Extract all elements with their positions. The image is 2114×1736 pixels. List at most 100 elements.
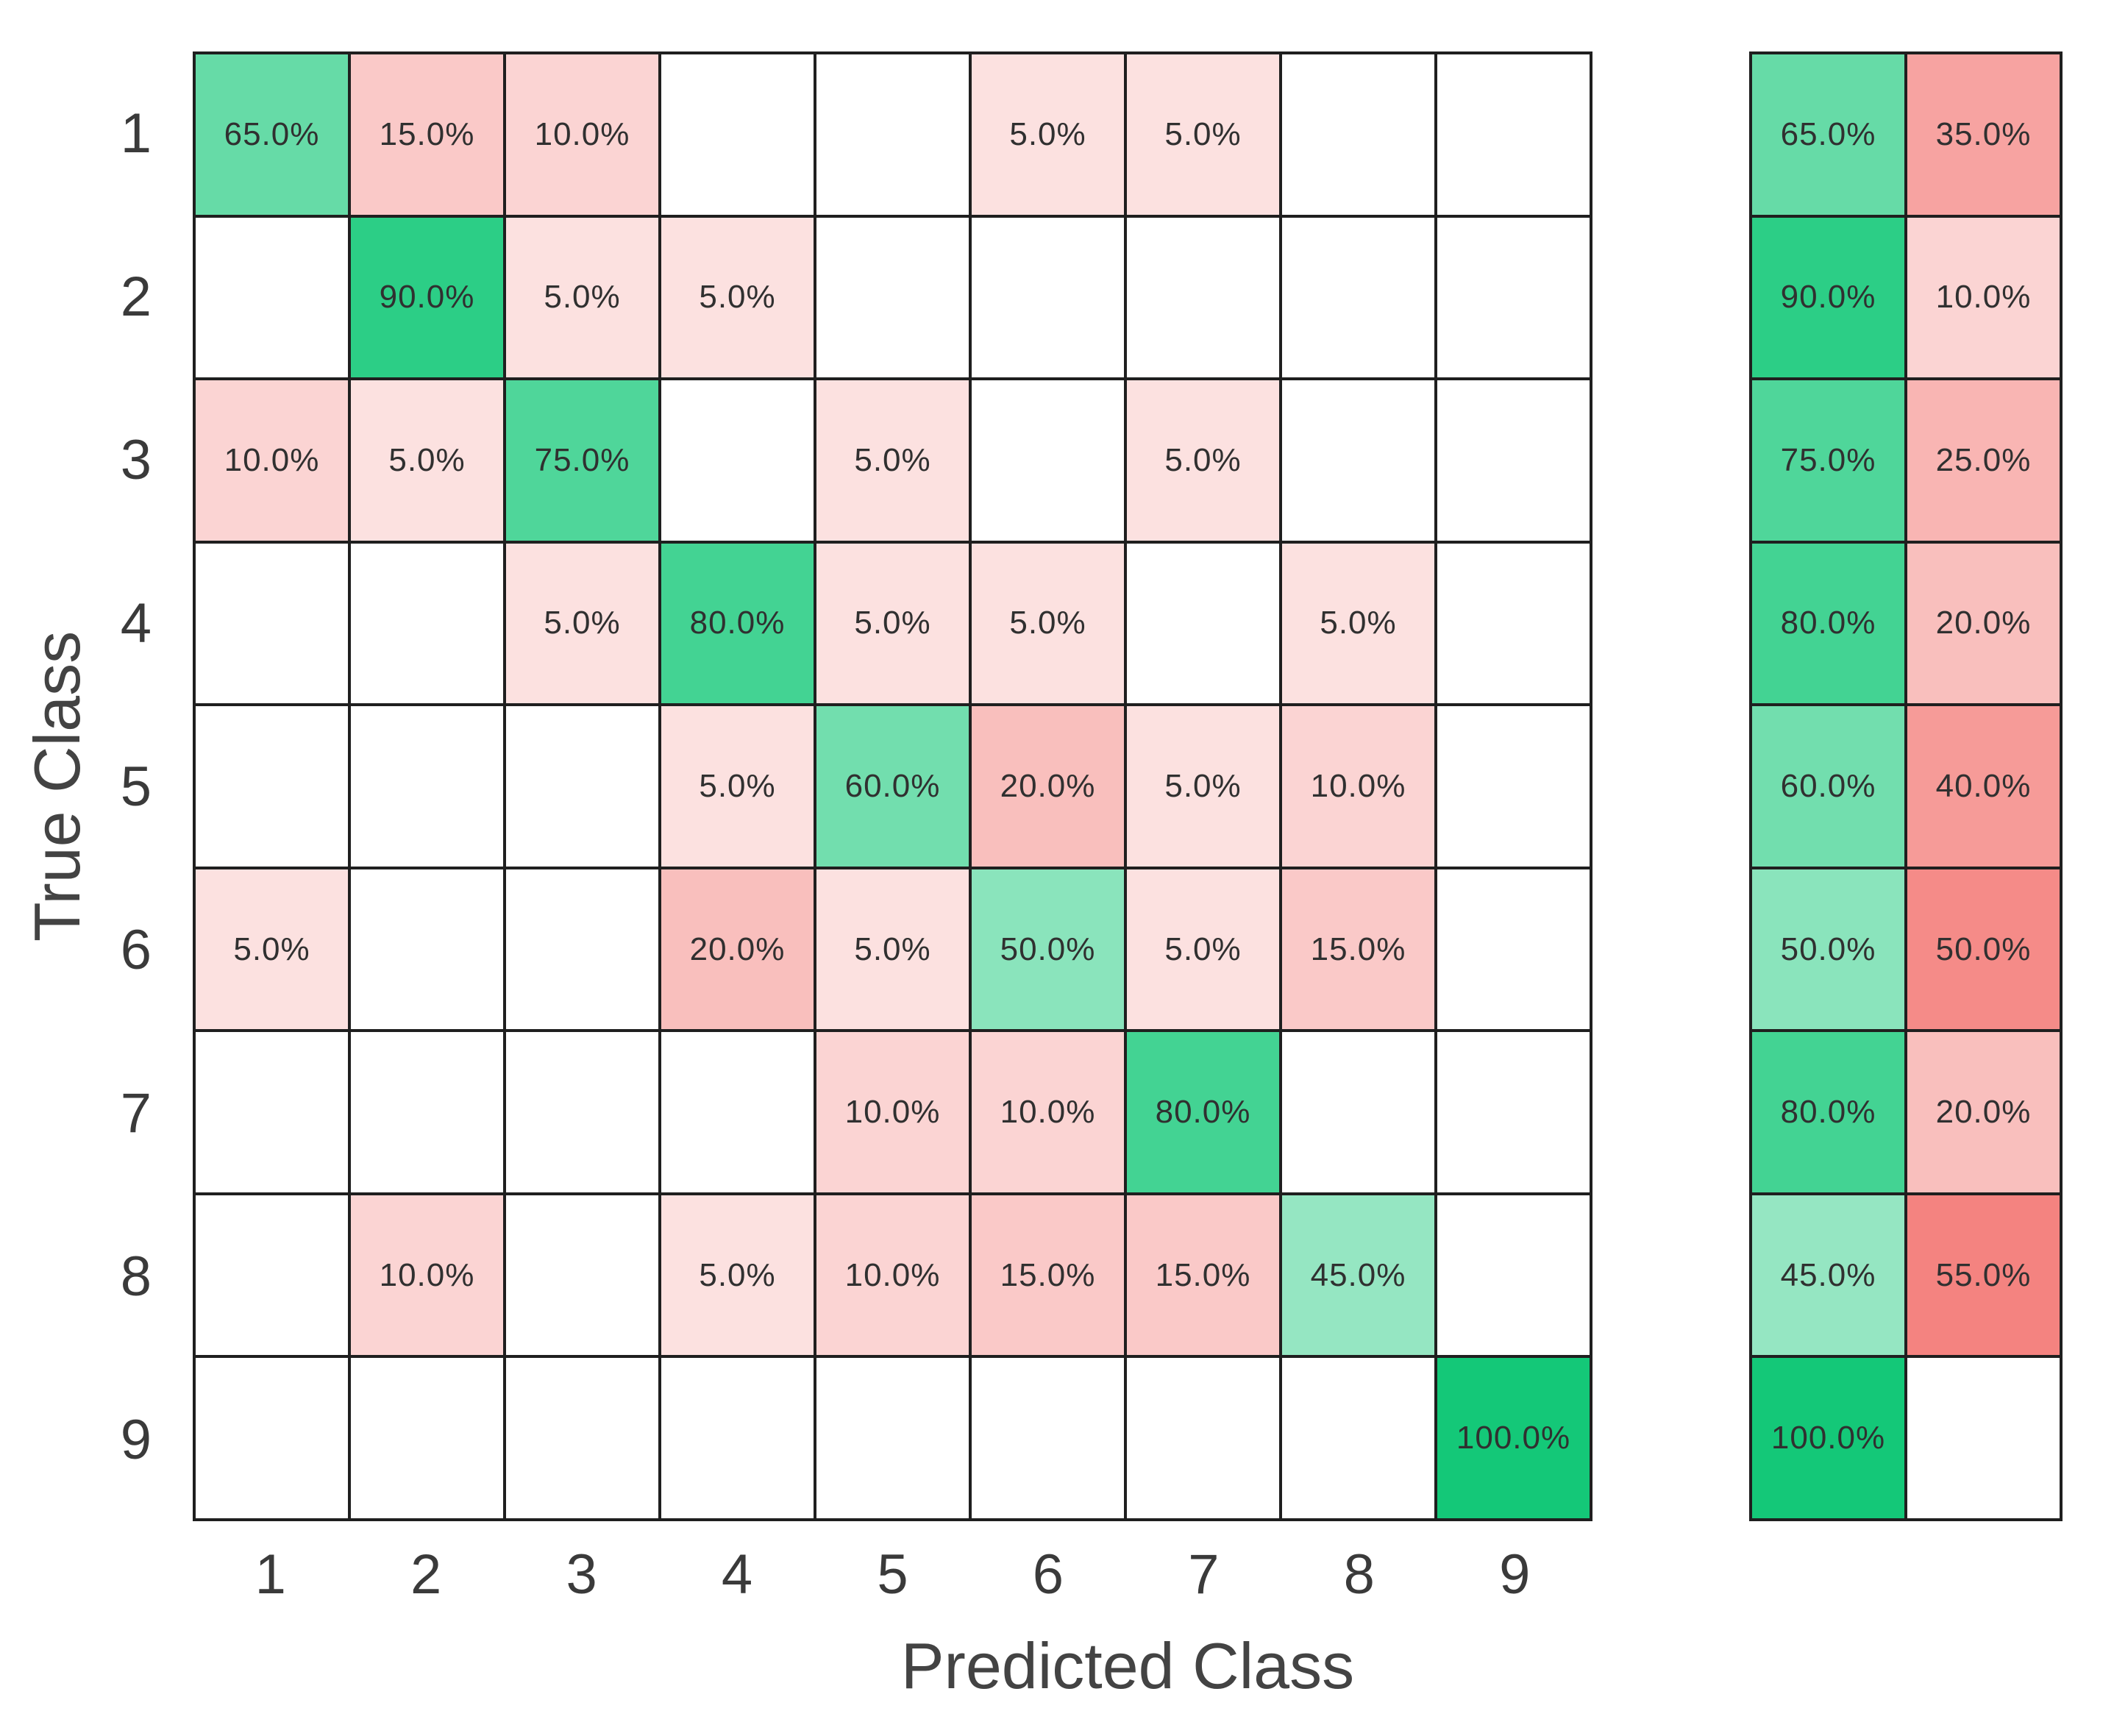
matrix-cell (972, 380, 1124, 541)
summary-correct-cell: 50.0% (1752, 869, 1904, 1030)
x-tick-label: 5 (877, 1543, 908, 1606)
matrix-cell (1282, 54, 1434, 215)
matrix-cell (1437, 706, 1590, 867)
matrix-cell (972, 1358, 1124, 1518)
summary-incorrect-cell: 20.0% (1907, 1032, 2060, 1192)
matrix-cell (351, 1358, 503, 1518)
matrix-cell: 5.0% (196, 869, 348, 1030)
matrix-cell: 10.0% (816, 1195, 969, 1356)
matrix-cell: 5.0% (1127, 54, 1279, 215)
matrix-cell: 60.0% (816, 706, 969, 867)
matrix-cell (506, 1032, 658, 1192)
matrix-cell (351, 543, 503, 704)
row-summary-grid: 65.0% 35.0% 90.0% 10.0% 75.0% 25.0% 80.0% 20.0%… (1749, 51, 2063, 1521)
summary-correct-cell: 100.0% (1752, 1358, 1904, 1518)
matrix-cell: 5.0% (1127, 380, 1279, 541)
x-tick-label: 6 (1032, 1543, 1064, 1606)
summary-correct-cell: 60.0% (1752, 706, 1904, 867)
matrix-cell: 10.0% (1282, 706, 1434, 867)
y-tick-label: 9 (120, 1408, 152, 1471)
matrix-cell (1437, 869, 1590, 1030)
matrix-cell (196, 1032, 348, 1192)
matrix-cell (196, 1358, 348, 1518)
matrix-cell: 75.0% (506, 380, 658, 541)
matrix-cell (351, 869, 503, 1030)
matrix-cell (196, 217, 348, 378)
y-tick-label: 7 (120, 1081, 152, 1145)
y-tick-label: 6 (120, 918, 152, 981)
x-axis-label: Predicted Class (900, 1629, 1355, 1702)
matrix-cell: 15.0% (1282, 869, 1434, 1030)
matrix-cell (196, 706, 348, 867)
matrix-cell (661, 1358, 814, 1518)
matrix-cell: 5.0% (351, 380, 503, 541)
matrix-cell (196, 543, 348, 704)
matrix-cell: 45.0% (1282, 1195, 1434, 1356)
x-axis-ticks: 1 2 3 4 5 6 7 8 9 (193, 1534, 1592, 1615)
x-tick-label: 8 (1343, 1543, 1375, 1606)
matrix-cell (506, 1195, 658, 1356)
matrix-cell: 5.0% (661, 706, 814, 867)
matrix-cell (1127, 543, 1279, 704)
y-tick-label: 3 (120, 428, 152, 491)
matrix-cell (1437, 1195, 1590, 1356)
matrix-cell: 10.0% (972, 1032, 1124, 1192)
matrix-cell (1282, 1032, 1434, 1192)
matrix-cell: 5.0% (816, 380, 969, 541)
matrix-cell: 50.0% (972, 869, 1124, 1030)
matrix-cell: 65.0% (196, 54, 348, 215)
y-tick-label: 1 (120, 102, 152, 165)
matrix-cell: 80.0% (1127, 1032, 1279, 1192)
matrix-cell (351, 1032, 503, 1192)
matrix-cell (1437, 380, 1590, 541)
y-tick-label: 5 (120, 755, 152, 818)
matrix-cell (506, 706, 658, 867)
matrix-cell: 5.0% (816, 543, 969, 704)
matrix-cell (816, 217, 969, 378)
matrix-cell: 100.0% (1437, 1358, 1590, 1518)
summary-incorrect-cell: 40.0% (1907, 706, 2060, 867)
matrix-cell: 10.0% (506, 54, 658, 215)
matrix-cell: 5.0% (1127, 869, 1279, 1030)
summary-correct-cell: 75.0% (1752, 380, 1904, 541)
summary-correct-cell: 65.0% (1752, 54, 1904, 215)
x-tick-label: 1 (255, 1543, 286, 1606)
matrix-cell: 10.0% (351, 1195, 503, 1356)
matrix-cell: 5.0% (972, 543, 1124, 704)
summary-correct-cell: 80.0% (1752, 1032, 1904, 1192)
matrix-cell: 90.0% (351, 217, 503, 378)
matrix-cell: 15.0% (351, 54, 503, 215)
matrix-cell: 10.0% (196, 380, 348, 541)
y-tick-label: 2 (120, 265, 152, 328)
matrix-cell (1282, 217, 1434, 378)
x-tick-label: 7 (1188, 1543, 1220, 1606)
matrix-cell (1282, 380, 1434, 541)
matrix-cell (661, 1032, 814, 1192)
matrix-cell: 5.0% (506, 543, 658, 704)
y-axis-ticks: 1 2 3 4 5 6 7 8 9 (0, 51, 169, 1521)
summary-incorrect-cell: 10.0% (1907, 217, 2060, 378)
matrix-cell: 5.0% (661, 1195, 814, 1356)
summary-incorrect-cell: 20.0% (1907, 543, 2060, 704)
matrix-cell: 5.0% (506, 217, 658, 378)
summary-incorrect-cell: 35.0% (1907, 54, 2060, 215)
matrix-cell (506, 1358, 658, 1518)
x-tick-label: 3 (566, 1543, 597, 1606)
matrix-cell (661, 54, 814, 215)
matrix-cell (1127, 1358, 1279, 1518)
matrix-cell (1437, 217, 1590, 378)
matrix-cell: 10.0% (816, 1032, 969, 1192)
matrix-cell (661, 380, 814, 541)
matrix-cell: 20.0% (661, 869, 814, 1030)
matrix-cell: 20.0% (972, 706, 1124, 867)
matrix-cell (1282, 1358, 1434, 1518)
summary-correct-cell: 45.0% (1752, 1195, 1904, 1356)
y-tick-label: 4 (120, 591, 152, 655)
matrix-cell: 5.0% (1282, 543, 1434, 704)
matrix-cell: 5.0% (816, 869, 969, 1030)
matrix-cell (196, 1195, 348, 1356)
confusion-matrix-grid: 65.0% 15.0% 10.0% 5.0% 5.0% 90.0% 5.0% 5.0% 10.0… (193, 51, 1592, 1521)
matrix-cell (351, 706, 503, 867)
matrix-cell: 15.0% (972, 1195, 1124, 1356)
matrix-cell (816, 54, 969, 215)
